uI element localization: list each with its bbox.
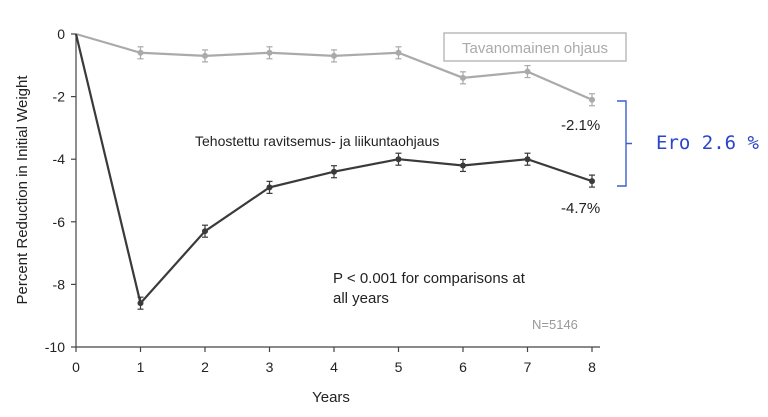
series-layer xyxy=(74,32,595,310)
data-point xyxy=(524,156,531,163)
data-point xyxy=(395,156,402,163)
x-tick-label: 7 xyxy=(524,359,532,375)
data-point xyxy=(524,68,531,75)
y-tick-label: -6 xyxy=(53,214,66,230)
data-point xyxy=(589,178,595,185)
difference-bracket xyxy=(617,100,632,187)
sample-size-label: N=5146 xyxy=(532,317,578,332)
data-point xyxy=(266,49,273,56)
x-tick-label: 5 xyxy=(395,359,403,375)
data-point xyxy=(460,162,466,169)
data-point xyxy=(137,49,144,56)
x-ticks: 0 1 2 3 4 5 6 7 8 xyxy=(72,347,596,375)
legend-label-control: Tavanomainen ohjaus xyxy=(462,40,608,57)
series-1 xyxy=(74,33,595,310)
data-point xyxy=(202,52,208,59)
data-point xyxy=(460,74,466,81)
data-point xyxy=(395,49,402,56)
end-label-control: -2.1% xyxy=(561,117,600,134)
x-tick-label: 3 xyxy=(266,359,274,375)
y-ticks: 0 -2 -4 -6 -8 -10 xyxy=(45,26,76,355)
x-tick-label: 8 xyxy=(588,359,596,375)
y-tick-label: -2 xyxy=(53,89,66,105)
p-value-note-line1: P < 0.001 for comparisons at xyxy=(333,270,526,287)
x-tick-label: 4 xyxy=(330,359,338,375)
series-label-intervention: Tehostettu ravitsemus- ja liikuntaohjaus xyxy=(195,133,439,149)
x-tick-label: 6 xyxy=(459,359,467,375)
y-tick-label: -10 xyxy=(45,339,65,355)
x-axis-title: Years xyxy=(312,389,350,406)
y-tick-label: -8 xyxy=(53,276,66,292)
data-point xyxy=(589,96,595,103)
y-axis-title: Percent Reduction in Initial Weight xyxy=(14,75,31,305)
x-tick-label: 1 xyxy=(137,359,145,375)
data-point xyxy=(137,300,144,307)
legend-box xyxy=(443,32,627,62)
axes: 0 -2 -4 -6 -8 -10 0 1 2 3 4 5 6 7 8 xyxy=(45,26,600,375)
series-0 xyxy=(75,32,595,107)
legend-control: Tavanomainen ohjaus xyxy=(443,32,627,62)
x-tick-label: 2 xyxy=(201,359,209,375)
p-value-note-line2: all years xyxy=(333,290,389,307)
difference-label: Ero 2.6 % xyxy=(656,132,760,154)
x-tick-label: 0 xyxy=(72,359,80,375)
data-point xyxy=(202,228,208,235)
data-point xyxy=(331,52,337,59)
y-tick-label: -4 xyxy=(53,151,66,167)
data-point xyxy=(266,184,273,191)
y-tick-label: 0 xyxy=(57,26,65,42)
data-point xyxy=(331,168,337,175)
end-label-intervention: -4.7% xyxy=(561,200,600,217)
